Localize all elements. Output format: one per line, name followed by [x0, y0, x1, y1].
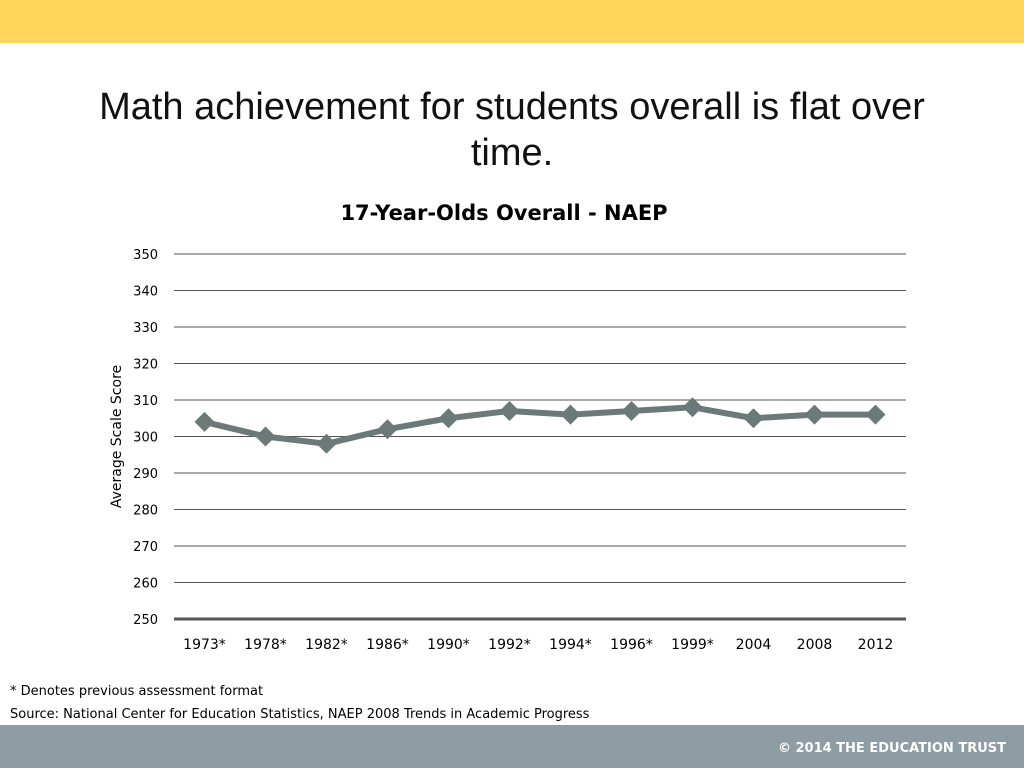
x-tick-label: 1996*	[610, 637, 653, 653]
y-tick-label: 310	[133, 394, 158, 409]
top-accent-bar	[0, 0, 1024, 43]
y-tick-label: 340	[133, 285, 158, 300]
data-point	[499, 400, 520, 421]
data-point	[194, 411, 215, 432]
y-tick-label: 350	[133, 248, 158, 263]
y-tick-label: 250	[133, 613, 158, 628]
data-point	[560, 404, 581, 425]
x-tick-label: 2004	[736, 637, 772, 653]
data-point	[316, 433, 337, 454]
y-axis-label: Average Scale Score	[109, 365, 125, 508]
data-point	[255, 426, 276, 447]
data-point	[621, 400, 642, 421]
series-line	[201, 404, 879, 447]
data-point	[377, 419, 398, 440]
copyright-text: © 2014 THE EDUCATION TRUST	[777, 741, 1006, 756]
footer-bar: © 2014 THE EDUCATION TRUST	[0, 725, 1024, 768]
x-tick-label: 1978*	[244, 637, 287, 653]
x-tick-label: 1999*	[671, 637, 714, 653]
y-tick-label: 300	[133, 431, 158, 446]
data-point	[438, 408, 459, 429]
data-point	[804, 404, 825, 425]
data-point	[682, 397, 703, 418]
line-chart: 250 260 270 280 290 300 310 320 330 340 350 Average…	[109, 248, 906, 653]
x-tick-label: 1992*	[488, 637, 531, 653]
y-tick-label: 320	[133, 358, 158, 373]
footnote-format: * Denotes previous assessment format	[10, 684, 264, 699]
x-tick-label: 1973*	[183, 637, 226, 653]
x-tick-label: 2012	[858, 637, 894, 653]
x-tick-label: 1994*	[549, 637, 592, 653]
x-tick-label: 2008	[797, 637, 833, 653]
chart-title: 17-Year-Olds Overall - NAEP	[340, 201, 668, 225]
data-point	[743, 408, 764, 429]
y-tick-label: 330	[133, 321, 158, 336]
data-point	[865, 404, 886, 425]
slide-title: Math achievement for students overall is…	[99, 86, 925, 174]
x-tick-label: 1986*	[366, 637, 409, 653]
y-tick-label: 290	[133, 467, 158, 482]
x-tick-label: 1990*	[427, 637, 470, 653]
y-tick-label: 280	[133, 504, 158, 519]
y-tick-label: 260	[133, 577, 158, 592]
footnote-source: Source: National Center for Education St…	[10, 707, 590, 722]
y-tick-label: 270	[133, 540, 158, 555]
x-tick-label: 1982*	[305, 637, 348, 653]
